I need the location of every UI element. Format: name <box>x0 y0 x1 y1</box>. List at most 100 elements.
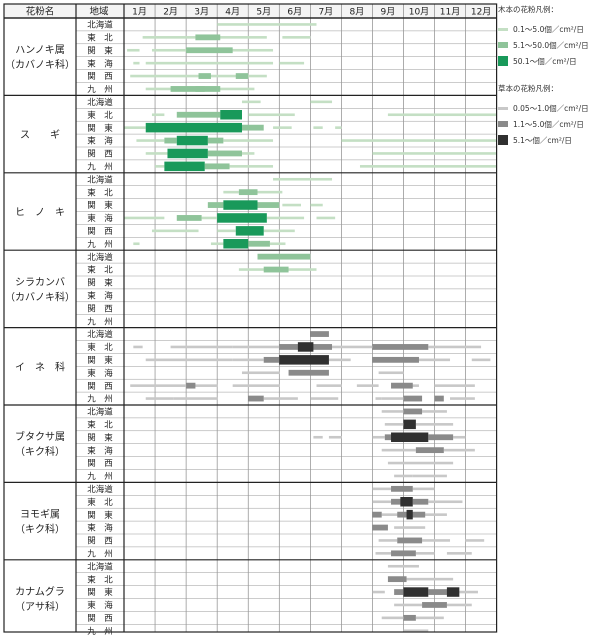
pollen-bar-herb-level3 <box>279 355 329 365</box>
pollen-bar-tree-level2 <box>257 202 280 208</box>
chart-frame <box>3 3 498 633</box>
region-label: 北海道 <box>87 329 113 340</box>
region-label: 九 州 <box>87 163 113 173</box>
region-label: 東 海 <box>87 523 113 534</box>
pollen-bar-tree-level1 <box>335 126 342 129</box>
pollen-bar-herb-level2 <box>391 498 404 505</box>
pollen-bar-tree-level1 <box>223 139 274 142</box>
pollen-bar-tree-level1 <box>151 229 199 233</box>
pollen-bar-tree-level1 <box>282 36 311 39</box>
legend-tree-title: 木本の花粉凡例： <box>498 5 558 14</box>
region-label: 関 西 <box>87 614 113 624</box>
month-tick-label: 5月 <box>256 7 271 18</box>
pollen-bar-tree-level1 <box>124 216 165 220</box>
pollen-bar-herb-level1 <box>422 410 447 413</box>
pollen-bar-herb-level3 <box>400 497 413 507</box>
pollen-bar-herb-level1 <box>372 487 392 491</box>
pollen-name-label: シラカンバ <box>15 276 65 288</box>
pollen-bar-herb-level1 <box>428 345 482 349</box>
pollen-bar-herb-level1 <box>446 552 472 555</box>
pollen-bar-herb-level3 <box>446 587 460 597</box>
pollen-bar-tree-level2 <box>176 111 221 118</box>
region-label: 北海道 <box>87 252 113 263</box>
header-background <box>4 4 497 18</box>
pollen-bar-tree-level2 <box>263 266 289 273</box>
region-label: 北海道 <box>87 174 113 185</box>
pollen-bar-tree-level3 <box>220 110 242 120</box>
region-label: 関 西 <box>87 72 113 82</box>
region-label: 東 北 <box>87 110 113 121</box>
region-label: 東 海 <box>87 368 113 379</box>
legend-tree-items: 0.1～5.0個／cm²/日 5.1～50.0個／cm²/日 50.1～個／cm²/… <box>498 21 598 69</box>
pollen-bar-tree-level1 <box>313 126 323 129</box>
pollen-bar-herb-level1 <box>450 397 475 400</box>
header-region-label: 地域 <box>89 6 109 18</box>
region-label: 東 北 <box>87 420 113 431</box>
region-label: 関 西 <box>87 537 113 547</box>
pollen-bar-tree-level2 <box>198 73 211 79</box>
region-label: 東 北 <box>87 33 113 44</box>
region-label: 関 東 <box>87 432 113 443</box>
pollen-bar-herb-level1 <box>471 358 491 362</box>
pollen-bar-tree-level1 <box>223 190 239 194</box>
pollen-bar-herb-level1 <box>412 474 447 478</box>
pollen-bar-herb-level1 <box>459 590 478 594</box>
region-label: 北海道 <box>87 561 113 572</box>
pollen-bar-tree-level2 <box>195 86 205 92</box>
header-pollen-label: 花粉名 <box>26 6 55 18</box>
region-label: 関 東 <box>87 510 113 521</box>
pollen-bar-tree-level1 <box>266 216 305 220</box>
pollen-bar-tree-level1 <box>341 139 497 142</box>
region-label: 九 州 <box>87 550 113 560</box>
pollen-bar-tree-level2 <box>235 73 249 79</box>
pollen-bar-tree-level3 <box>223 200 258 210</box>
pollen-bar-herb-level1 <box>145 397 174 400</box>
pollen-bar-herb-level1 <box>453 435 466 439</box>
pollen-bar-tree-level3 <box>164 161 205 172</box>
pollen-bar-herb-level2 <box>288 369 329 376</box>
pollen-bar-tree-level1 <box>124 126 146 129</box>
pollen-bar-herb-level1 <box>443 448 475 452</box>
herb-legend-item: 0.05～1.0個／cm²/日 <box>498 100 598 116</box>
month-tick-label: 10月 <box>409 7 429 18</box>
pollen-name-label: （キク科） <box>15 523 65 536</box>
pollen-bar-herb-level2 <box>391 382 413 389</box>
month-tick-label: 1月 <box>132 7 147 18</box>
pollen-bar-tree-level1 <box>210 242 224 246</box>
pollen-bar-herb-level2 <box>310 344 333 350</box>
pollen-name-label: カナムグラ <box>15 585 65 598</box>
pollen-bar-tree-level1 <box>316 216 336 220</box>
region-label: 関 西 <box>87 382 113 392</box>
tree-legend-swatch <box>498 56 508 66</box>
pollen-bar-herb-level1 <box>170 345 233 349</box>
pollen-bar-herb-level2 <box>372 356 419 363</box>
herb-legend-item: 1.1～5.0個／cm²/日 <box>498 116 598 132</box>
herb-legend-item: 5.1～個／cm²/日 <box>498 132 598 148</box>
pollen-bar-herb-level1 <box>422 539 451 542</box>
tree-legend-label: 5.1～50.0個／cm²/日 <box>513 40 589 50</box>
legend-herb-items: 0.05～1.0個／cm²/日 1.1～5.0個／cm²/日 5.1～個／cm²/日 <box>498 100 598 148</box>
pollen-name-label: （アサ科） <box>15 600 65 613</box>
pollen-name-label: ヨモギ属 <box>20 509 60 521</box>
pollen-bar-tree-level2 <box>241 124 264 131</box>
pollen-bar-herb-level1 <box>372 500 392 504</box>
region-label: 北海道 <box>87 484 113 495</box>
legend: 木本の花粉凡例： 0.1～5.0個／cm²/日 5.1～50.0個／cm²/日 50… <box>498 4 598 148</box>
pollen-bar-tree-level1 <box>387 113 497 117</box>
region-label: 北海道 <box>87 407 113 418</box>
month-tick-label: 6月 <box>287 7 302 18</box>
pollen-name-label: ハンノキ属 <box>15 44 65 56</box>
pollen-bar-herb-level2 <box>310 331 329 337</box>
pollen-bar-herb-level2 <box>422 602 447 608</box>
pollen-name-label: ス ギ <box>20 129 60 141</box>
region-label: 東 海 <box>87 58 113 69</box>
pollen-bar-herb-level2 <box>372 524 388 531</box>
pollen-bar-herb-level1 <box>418 358 451 362</box>
pollen-bar-herb-level1 <box>310 397 339 400</box>
tree-legend-item: 5.1～50.0個／cm²/日 <box>498 37 598 53</box>
pollen-bar-herb-level2 <box>248 395 264 402</box>
pollen-bar-tree-level1 <box>310 203 323 207</box>
pollen-bar-herb-level1 <box>375 397 382 400</box>
pollen-bar-herb-level2 <box>403 395 423 402</box>
region-label: 関 西 <box>87 150 113 160</box>
